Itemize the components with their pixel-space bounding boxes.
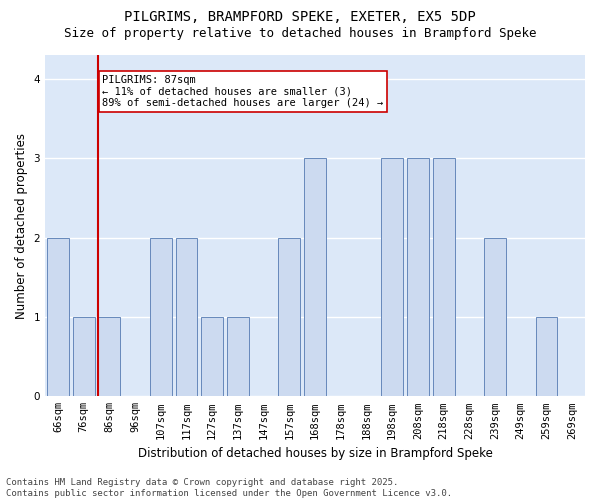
Y-axis label: Number of detached properties: Number of detached properties (15, 132, 28, 318)
Bar (73, 317, 95, 396)
X-axis label: Distribution of detached houses by size in Brampford Speke: Distribution of detached houses by size … (137, 447, 493, 460)
Bar (150, 238, 172, 396)
Bar (227, 317, 249, 396)
Text: Size of property relative to detached houses in Brampford Speke: Size of property relative to detached ho… (64, 28, 536, 40)
Bar (98, 317, 120, 396)
Bar (176, 238, 197, 396)
Bar (47, 238, 69, 396)
Bar (484, 238, 506, 396)
Bar (304, 158, 326, 396)
Bar (433, 158, 455, 396)
Bar (278, 238, 300, 396)
Bar (407, 158, 429, 396)
Bar (381, 158, 403, 396)
Text: PILGRIMS: 87sqm
← 11% of detached houses are smaller (3)
89% of semi-detached ho: PILGRIMS: 87sqm ← 11% of detached houses… (102, 75, 383, 108)
Text: PILGRIMS, BRAMPFORD SPEKE, EXETER, EX5 5DP: PILGRIMS, BRAMPFORD SPEKE, EXETER, EX5 5… (124, 10, 476, 24)
Bar (201, 317, 223, 396)
Text: Contains HM Land Registry data © Crown copyright and database right 2025.
Contai: Contains HM Land Registry data © Crown c… (6, 478, 452, 498)
Bar (536, 317, 557, 396)
